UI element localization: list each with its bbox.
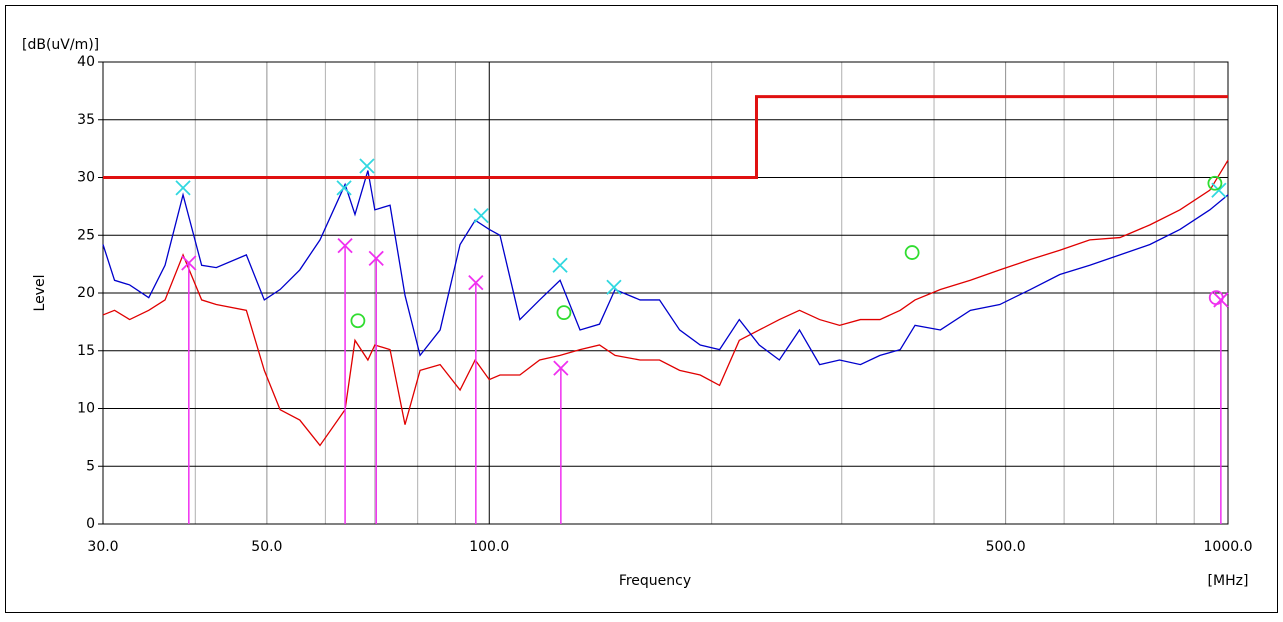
x-unit: [MHz] bbox=[1208, 573, 1249, 589]
marker bbox=[556, 305, 572, 321]
y-tick-label: 5 bbox=[86, 458, 95, 474]
marker bbox=[606, 279, 622, 295]
y-tick-label: 10 bbox=[77, 401, 95, 417]
y-tick-label: 35 bbox=[77, 112, 95, 128]
marker bbox=[350, 313, 366, 329]
marker bbox=[359, 158, 375, 174]
marker bbox=[1208, 290, 1224, 306]
marker bbox=[368, 250, 384, 266]
trace bbox=[102, 170, 1229, 366]
y-tick-label: 25 bbox=[77, 227, 95, 243]
marker bbox=[473, 207, 489, 224]
x-axis-label: Frequency bbox=[619, 573, 691, 589]
y-unit: [dB(uV/m)] bbox=[22, 37, 99, 53]
marker bbox=[1207, 175, 1223, 191]
x-tick-label: 30.0 bbox=[87, 539, 118, 555]
y-tick-label: 40 bbox=[77, 54, 95, 70]
marker bbox=[1211, 182, 1227, 198]
y-tick-label: 0 bbox=[86, 516, 95, 532]
marker bbox=[468, 274, 484, 291]
y-tick-label: 20 bbox=[77, 285, 95, 301]
plot-border bbox=[102, 61, 1229, 525]
x-tick-label: 50.0 bbox=[251, 539, 282, 555]
y-tick-label: 30 bbox=[77, 170, 95, 186]
x-tick-label: 1000.0 bbox=[1204, 539, 1253, 555]
marker bbox=[553, 360, 569, 376]
y-tick-label: 15 bbox=[77, 343, 95, 359]
marker bbox=[337, 238, 353, 254]
x-tick-label: 100.0 bbox=[469, 539, 509, 555]
trace bbox=[103, 95, 1228, 179]
marker bbox=[336, 180, 352, 196]
y-axis-label: Level bbox=[32, 275, 48, 312]
marker bbox=[181, 255, 197, 271]
x-tick-label: 500.0 bbox=[986, 539, 1026, 555]
marker bbox=[904, 245, 920, 260]
marker bbox=[175, 180, 191, 196]
trace bbox=[102, 159, 1229, 447]
marker bbox=[552, 257, 568, 273]
frame bbox=[5, 5, 1278, 613]
